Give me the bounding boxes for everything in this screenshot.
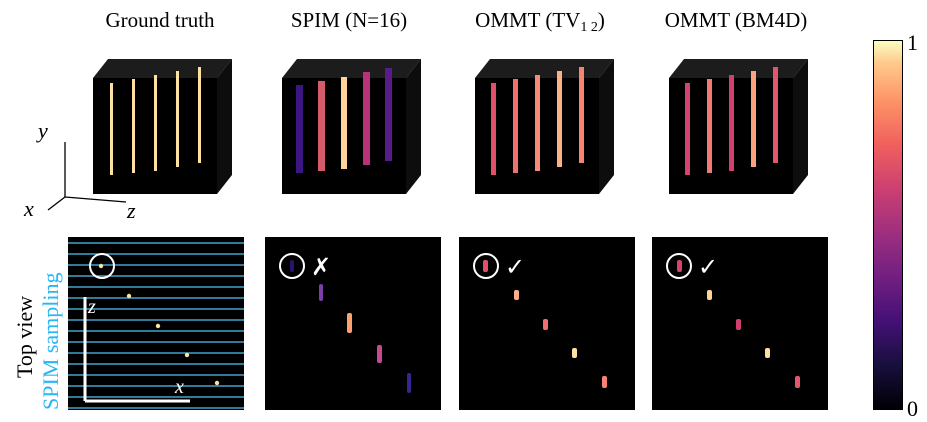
cube-side-face — [793, 59, 808, 194]
cube-side-face — [406, 59, 421, 194]
inset-label-x: x — [174, 376, 184, 398]
top-view-spim: ✗ — [265, 237, 441, 410]
highlight-circle — [473, 253, 499, 279]
axis-glyph — [47, 142, 127, 211]
spim-sampling-lines — [68, 242, 244, 409]
cube-side-face — [599, 59, 614, 194]
bead-blob — [602, 376, 607, 388]
bead-blob — [514, 290, 519, 300]
bead-blob — [347, 313, 352, 333]
pass-mark: ✓ — [505, 253, 525, 281]
pass-mark: ✓ — [698, 253, 718, 281]
bead-blob — [707, 290, 712, 300]
colorbar — [873, 40, 903, 410]
cube-top-face — [475, 59, 614, 78]
axis-label-y: y — [38, 118, 48, 143]
column-title-ommt-tv: OMMT (TV1 2) — [475, 8, 605, 36]
axis-label-x: x — [24, 196, 34, 221]
bead-dot — [214, 380, 220, 386]
ommt-tv-title-sub: 1 2 — [580, 20, 598, 35]
bead-line — [341, 77, 347, 169]
colorbar-gradient — [873, 40, 903, 410]
bead-blob — [572, 348, 577, 358]
bead-line — [198, 67, 201, 163]
bead-dot — [98, 263, 104, 269]
z-axis-line — [64, 196, 127, 203]
cube-top-face — [93, 59, 232, 78]
column-title-ommt-bm4d: OMMT (BM4D) — [664, 8, 808, 32]
cube-top-face — [669, 59, 808, 78]
top-view-ommt-bm4d: ✓ — [652, 237, 828, 410]
column-title-spim: SPIM (N=16) — [290, 8, 408, 32]
bead-blob — [736, 319, 741, 330]
highlight-circle — [89, 253, 115, 279]
bead-line — [110, 83, 113, 175]
bead-line — [154, 75, 157, 171]
bead-blob — [377, 345, 382, 363]
cube-ommt-bm4d — [669, 59, 808, 194]
bead-line — [579, 67, 584, 163]
bead-blob — [483, 260, 488, 272]
cube-spim — [282, 59, 421, 194]
bead-line — [513, 79, 518, 173]
colorbar-min-label: 0 — [907, 396, 918, 421]
bead-line — [363, 72, 370, 165]
bead-line — [176, 71, 179, 167]
fail-mark: ✗ — [311, 253, 331, 281]
top-view-ground-truth: z x — [68, 237, 244, 410]
bead-line — [557, 71, 562, 167]
bead-dot — [155, 323, 161, 329]
bead-line — [751, 71, 756, 167]
bead-line — [491, 83, 496, 175]
top-view-ommt-tv: ✓ — [459, 237, 635, 410]
cube-side-face — [217, 59, 232, 194]
bead-line — [535, 75, 540, 171]
bead-line — [132, 79, 135, 173]
bead-blob — [765, 348, 770, 358]
bead-line — [773, 67, 778, 163]
bead-line — [318, 81, 325, 171]
bead-blob — [319, 284, 323, 301]
x-axis-line — [47, 196, 66, 211]
inset-label-z: z — [87, 296, 96, 318]
row-label-top-view: Top view — [12, 295, 37, 378]
bead-line — [296, 85, 303, 173]
ommt-tv-title-main: OMMT (TV — [475, 8, 581, 32]
axis-label-z: z — [127, 198, 136, 223]
column-title-ground-truth: Ground truth — [105, 8, 215, 32]
bead-line — [707, 79, 712, 173]
bead-dot — [126, 293, 132, 299]
bead-blob — [543, 319, 548, 330]
ommt-tv-title-end: ) — [597, 8, 605, 32]
row-label-spim-sampling: SPIM sampling — [38, 272, 63, 410]
bead-blob — [407, 373, 411, 393]
cube-ommt-tv — [475, 59, 614, 194]
bead-line — [729, 75, 734, 171]
bead-blob — [795, 376, 800, 388]
bead-line — [385, 68, 392, 161]
highlight-circle — [279, 253, 305, 279]
colorbar-max-label: 1 — [907, 30, 918, 55]
bead-dot — [184, 352, 190, 358]
cube-ground-truth — [93, 59, 232, 194]
bead-blob — [677, 260, 682, 272]
bead-line — [685, 83, 690, 175]
highlight-circle — [666, 253, 692, 279]
bead-blob — [290, 260, 294, 272]
cube-top-face — [282, 59, 421, 78]
